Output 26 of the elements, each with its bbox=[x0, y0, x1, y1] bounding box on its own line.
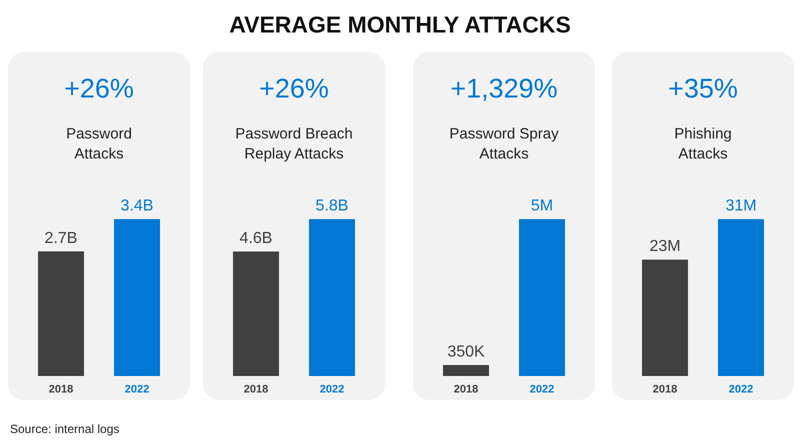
data-label: 2.7B bbox=[44, 230, 78, 247]
chart-title: +26% bbox=[64, 74, 134, 104]
data-label: 5.8B bbox=[316, 198, 348, 215]
chart-subtitle: Phishing Attacks bbox=[674, 126, 732, 162]
chart-title: +35% bbox=[668, 74, 738, 104]
data-label: 4.6B bbox=[240, 230, 272, 248]
x-tick-label: 2018 bbox=[48, 384, 74, 396]
chart-title: +26% bbox=[259, 74, 329, 104]
x-tick-label: 2018 bbox=[454, 384, 478, 396]
x-tick-label: 2022 bbox=[530, 384, 554, 396]
text: AVERAGE MONTHLY ATTACKS bbox=[229, 12, 571, 38]
x-tick-label: 2022 bbox=[728, 384, 754, 396]
data-label: 3.4B bbox=[120, 198, 154, 215]
x-tick-label: 2022 bbox=[320, 384, 344, 396]
x-tick-label: 2022 bbox=[124, 384, 150, 396]
chart-subtitle: Password Spray Attacks bbox=[449, 126, 560, 162]
data-label: 31M bbox=[725, 198, 757, 215]
x-tick-label: 2018 bbox=[244, 384, 268, 396]
data-label: 5M bbox=[530, 198, 554, 215]
chart-title: +1,329% bbox=[450, 74, 558, 104]
chart-subtitle: Password Breach Replay Attacks bbox=[235, 126, 353, 162]
data-label: 350K bbox=[447, 344, 486, 361]
x-tick-label: 2018 bbox=[652, 384, 678, 396]
data-label: 23M bbox=[649, 238, 681, 256]
source-note: Source: internal logs bbox=[10, 422, 120, 436]
chart-subtitle: Password Attacks bbox=[66, 126, 132, 162]
